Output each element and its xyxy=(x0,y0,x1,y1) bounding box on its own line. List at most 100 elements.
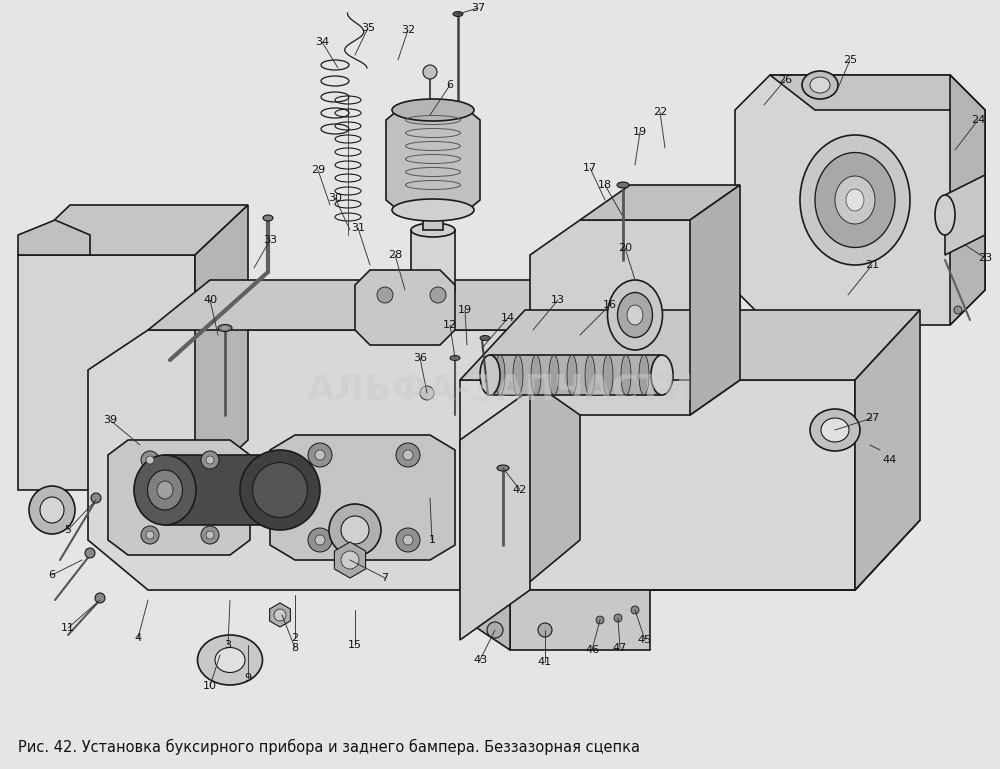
Polygon shape xyxy=(690,185,740,415)
Circle shape xyxy=(315,450,325,460)
Ellipse shape xyxy=(596,616,604,624)
Ellipse shape xyxy=(531,355,541,395)
Ellipse shape xyxy=(157,481,173,499)
Ellipse shape xyxy=(480,355,500,395)
Text: 21: 21 xyxy=(865,260,879,270)
Text: 8: 8 xyxy=(291,643,299,653)
Polygon shape xyxy=(18,220,90,255)
Circle shape xyxy=(146,456,154,464)
Text: 25: 25 xyxy=(843,55,857,65)
Polygon shape xyxy=(945,175,985,255)
Ellipse shape xyxy=(329,504,381,556)
Ellipse shape xyxy=(954,306,962,314)
Ellipse shape xyxy=(392,199,474,221)
Circle shape xyxy=(420,386,434,400)
Polygon shape xyxy=(460,380,855,590)
Circle shape xyxy=(377,287,393,303)
Ellipse shape xyxy=(85,548,95,558)
Polygon shape xyxy=(460,310,920,380)
Ellipse shape xyxy=(252,462,308,518)
Text: 24: 24 xyxy=(971,115,985,125)
Text: 1: 1 xyxy=(428,535,436,545)
Text: 40: 40 xyxy=(203,295,217,305)
Circle shape xyxy=(308,528,332,552)
Text: 33: 33 xyxy=(263,235,277,245)
Polygon shape xyxy=(355,270,455,345)
Ellipse shape xyxy=(411,223,455,237)
Polygon shape xyxy=(510,590,650,650)
Text: 6: 6 xyxy=(446,80,454,90)
Circle shape xyxy=(274,609,286,621)
Ellipse shape xyxy=(614,614,622,622)
Ellipse shape xyxy=(538,623,552,637)
Text: 43: 43 xyxy=(473,655,487,665)
Text: АЛЬФА-ЗАПЧАСТИ: АЛЬФА-ЗАПЧАСТИ xyxy=(306,373,694,407)
Text: 13: 13 xyxy=(551,295,565,305)
Polygon shape xyxy=(530,185,740,415)
Circle shape xyxy=(201,526,219,544)
Text: 29: 29 xyxy=(311,165,325,175)
Polygon shape xyxy=(18,255,195,490)
Ellipse shape xyxy=(198,635,262,685)
Circle shape xyxy=(141,526,159,544)
Ellipse shape xyxy=(810,409,860,451)
Ellipse shape xyxy=(91,493,101,503)
Polygon shape xyxy=(490,355,660,395)
Text: 5: 5 xyxy=(64,525,72,535)
Text: 41: 41 xyxy=(538,657,552,667)
Text: 31: 31 xyxy=(351,223,365,233)
Ellipse shape xyxy=(487,622,503,638)
Text: 23: 23 xyxy=(978,253,992,263)
Text: 20: 20 xyxy=(618,243,632,253)
Ellipse shape xyxy=(567,355,577,395)
Circle shape xyxy=(396,443,420,467)
Text: 30: 30 xyxy=(328,193,342,203)
Ellipse shape xyxy=(821,418,849,442)
Polygon shape xyxy=(386,110,480,210)
Ellipse shape xyxy=(815,152,895,248)
Circle shape xyxy=(206,456,214,464)
Polygon shape xyxy=(580,185,740,220)
Ellipse shape xyxy=(411,283,455,297)
Polygon shape xyxy=(18,205,248,255)
Circle shape xyxy=(403,535,413,545)
Polygon shape xyxy=(270,603,290,627)
Ellipse shape xyxy=(423,201,443,209)
Ellipse shape xyxy=(423,65,437,79)
Ellipse shape xyxy=(585,355,595,395)
Text: 14: 14 xyxy=(501,313,515,323)
Ellipse shape xyxy=(222,326,228,330)
Ellipse shape xyxy=(341,516,369,544)
Text: 22: 22 xyxy=(653,107,667,117)
Polygon shape xyxy=(855,310,920,590)
Ellipse shape xyxy=(846,189,864,211)
Polygon shape xyxy=(460,390,530,640)
Text: 2: 2 xyxy=(291,633,299,643)
Polygon shape xyxy=(195,205,248,490)
Text: 12: 12 xyxy=(443,320,457,330)
Polygon shape xyxy=(520,280,580,590)
Text: 7: 7 xyxy=(381,573,389,583)
Ellipse shape xyxy=(603,355,613,395)
Ellipse shape xyxy=(215,647,245,673)
Polygon shape xyxy=(465,560,510,650)
Text: 34: 34 xyxy=(315,37,329,47)
Circle shape xyxy=(403,450,413,460)
Text: 32: 32 xyxy=(401,25,415,35)
Ellipse shape xyxy=(148,470,182,510)
Text: 36: 36 xyxy=(413,353,427,363)
Polygon shape xyxy=(108,440,250,555)
Text: 3: 3 xyxy=(224,640,232,650)
Ellipse shape xyxy=(134,455,196,525)
Ellipse shape xyxy=(450,355,460,361)
Polygon shape xyxy=(270,435,455,560)
Ellipse shape xyxy=(617,182,629,188)
Text: 18: 18 xyxy=(598,180,612,190)
Text: 26: 26 xyxy=(778,75,792,85)
Ellipse shape xyxy=(618,292,652,338)
Ellipse shape xyxy=(800,135,910,265)
Text: 11: 11 xyxy=(61,623,75,633)
Ellipse shape xyxy=(631,606,639,614)
Text: 42: 42 xyxy=(513,485,527,495)
Text: 6: 6 xyxy=(48,570,56,580)
